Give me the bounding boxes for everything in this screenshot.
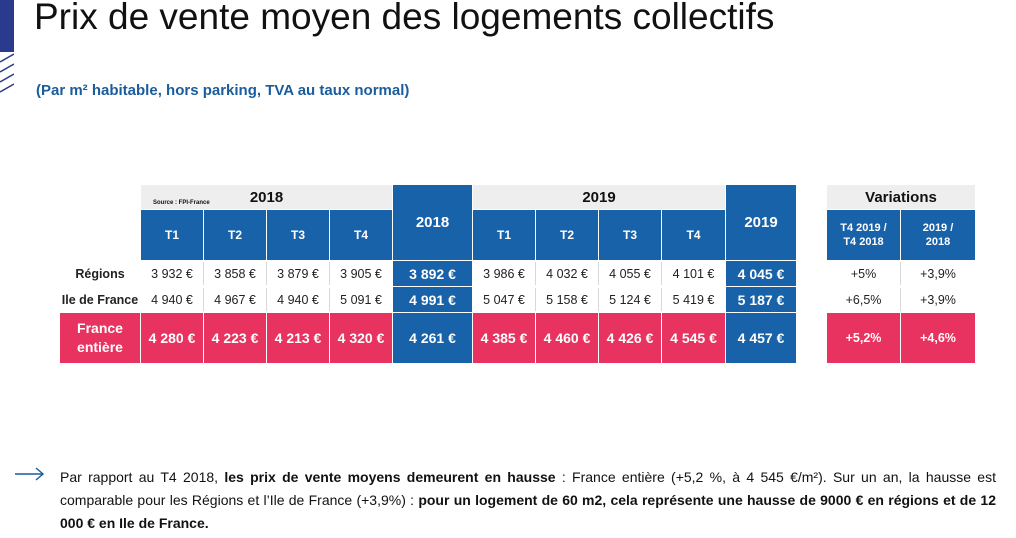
france-2018-t4: 4 320 €	[330, 313, 392, 363]
header-2018-t4: T4	[330, 210, 392, 260]
source-note: Source : FPI-France	[153, 200, 210, 206]
idf-2019-t4: 5 419 €	[662, 288, 725, 311]
header-total-2018: 2018	[393, 185, 472, 260]
france-2019-t3: 4 426 €	[599, 313, 662, 363]
row-label-france: France entière	[60, 313, 141, 363]
header-2019-t1: T1	[473, 210, 536, 260]
idf-total-2018: 4 991 €	[393, 287, 472, 312]
paragraph-text-1: Par rapport au T4 2018,	[60, 469, 225, 485]
idf-2018-t4: 5 091 €	[330, 288, 392, 311]
variations-idf-year: +3,9%	[901, 288, 975, 311]
idf-2019-t1: 5 047 €	[473, 288, 536, 311]
arrow-right-icon	[15, 467, 45, 481]
header-2018-t1: T1	[141, 210, 204, 260]
regions-2019-t3: 4 055 €	[599, 262, 662, 285]
header-year-2019: 2019	[473, 185, 725, 209]
france-2018-t2: 4 223 €	[204, 313, 267, 363]
regions-2019-t2: 4 032 €	[536, 262, 599, 285]
page-subtitle: (Par m² habitable, hors parking, TVA au …	[36, 82, 410, 99]
idf-total-2019: 5 187 €	[726, 287, 796, 312]
header-2019-t2: T2	[536, 210, 599, 260]
variations-regions-year: +3,9%	[901, 262, 975, 285]
variations-header-year: 2019 / 2018	[901, 210, 975, 260]
france-2019-t2: 4 460 €	[536, 313, 599, 363]
france-total-2019: 4 457 €	[726, 313, 796, 363]
header-2019-t3: T3	[599, 210, 662, 260]
variations-header-t4-line2: T4 2018	[843, 236, 884, 248]
paragraph-text-2: : France entière (+5,2 %, à 4 545 €/m²).…	[60, 469, 996, 508]
header-year-2018: 2018	[141, 185, 392, 209]
variations-idf-t4: +6,5%	[827, 288, 901, 311]
idf-2019-t3: 5 124 €	[599, 288, 662, 311]
france-2019-t1: 4 385 €	[473, 313, 536, 363]
variations-header-year-line2: 2018	[925, 236, 951, 248]
summary-paragraph: Par rapport au T4 2018, les prix de vent…	[60, 466, 996, 535]
page-title: Prix de vente moyen des logements collec…	[34, 0, 775, 37]
regions-2018-t4: 3 905 €	[330, 262, 392, 285]
variations-header-t4: T4 2019 / T4 2018	[827, 210, 901, 260]
regions-2019-t1: 3 986 €	[473, 262, 536, 285]
idf-2019-t2: 5 158 €	[536, 288, 599, 311]
variations-regions-t4: +5%	[827, 262, 901, 285]
decorative-stripes	[0, 0, 14, 93]
header-2019-t4: T4	[662, 210, 725, 260]
idf-2018-t2: 4 967 €	[204, 288, 267, 311]
idf-2018-t3: 4 940 €	[267, 288, 330, 311]
header-2018-t3: T3	[267, 210, 330, 260]
france-2019-t4: 4 545 €	[662, 313, 725, 363]
france-total-2018: 4 261 €	[393, 313, 472, 363]
variations-header-t4-line1: T4 2019 /	[840, 222, 887, 234]
paragraph-bold-1: les prix de vente moyens demeurent en ha…	[224, 469, 556, 485]
regions-total-2018: 3 892 €	[393, 261, 472, 286]
paragraph-bold-2: pour un logement de 60 m2, cela représen…	[60, 492, 996, 531]
regions-2019-t4: 4 101 €	[662, 262, 725, 285]
variations-header-year-line1: 2019 /	[922, 222, 954, 234]
header-2018-t2: T2	[204, 210, 267, 260]
regions-2018-t1: 3 932 €	[141, 262, 204, 285]
row-label-france-line2: entière	[77, 339, 123, 355]
row-label-regions: Régions	[75, 266, 125, 281]
idf-2018-t1: 4 940 €	[141, 288, 204, 311]
header-total-2019: 2019	[726, 185, 796, 260]
variations-france-year: +4,6%	[901, 313, 975, 363]
variations-title: Variations	[827, 185, 975, 209]
france-2018-t3: 4 213 €	[267, 313, 330, 363]
regions-2018-t3: 3 879 €	[267, 262, 330, 285]
variations-france-t4: +5,2%	[827, 313, 901, 363]
row-label-france-line1: France	[77, 320, 123, 336]
france-2018-t1: 4 280 €	[141, 313, 204, 363]
regions-2018-t2: 3 858 €	[204, 262, 267, 285]
regions-total-2019: 4 045 €	[726, 261, 796, 286]
row-label-idf: Ile de France	[61, 292, 139, 307]
